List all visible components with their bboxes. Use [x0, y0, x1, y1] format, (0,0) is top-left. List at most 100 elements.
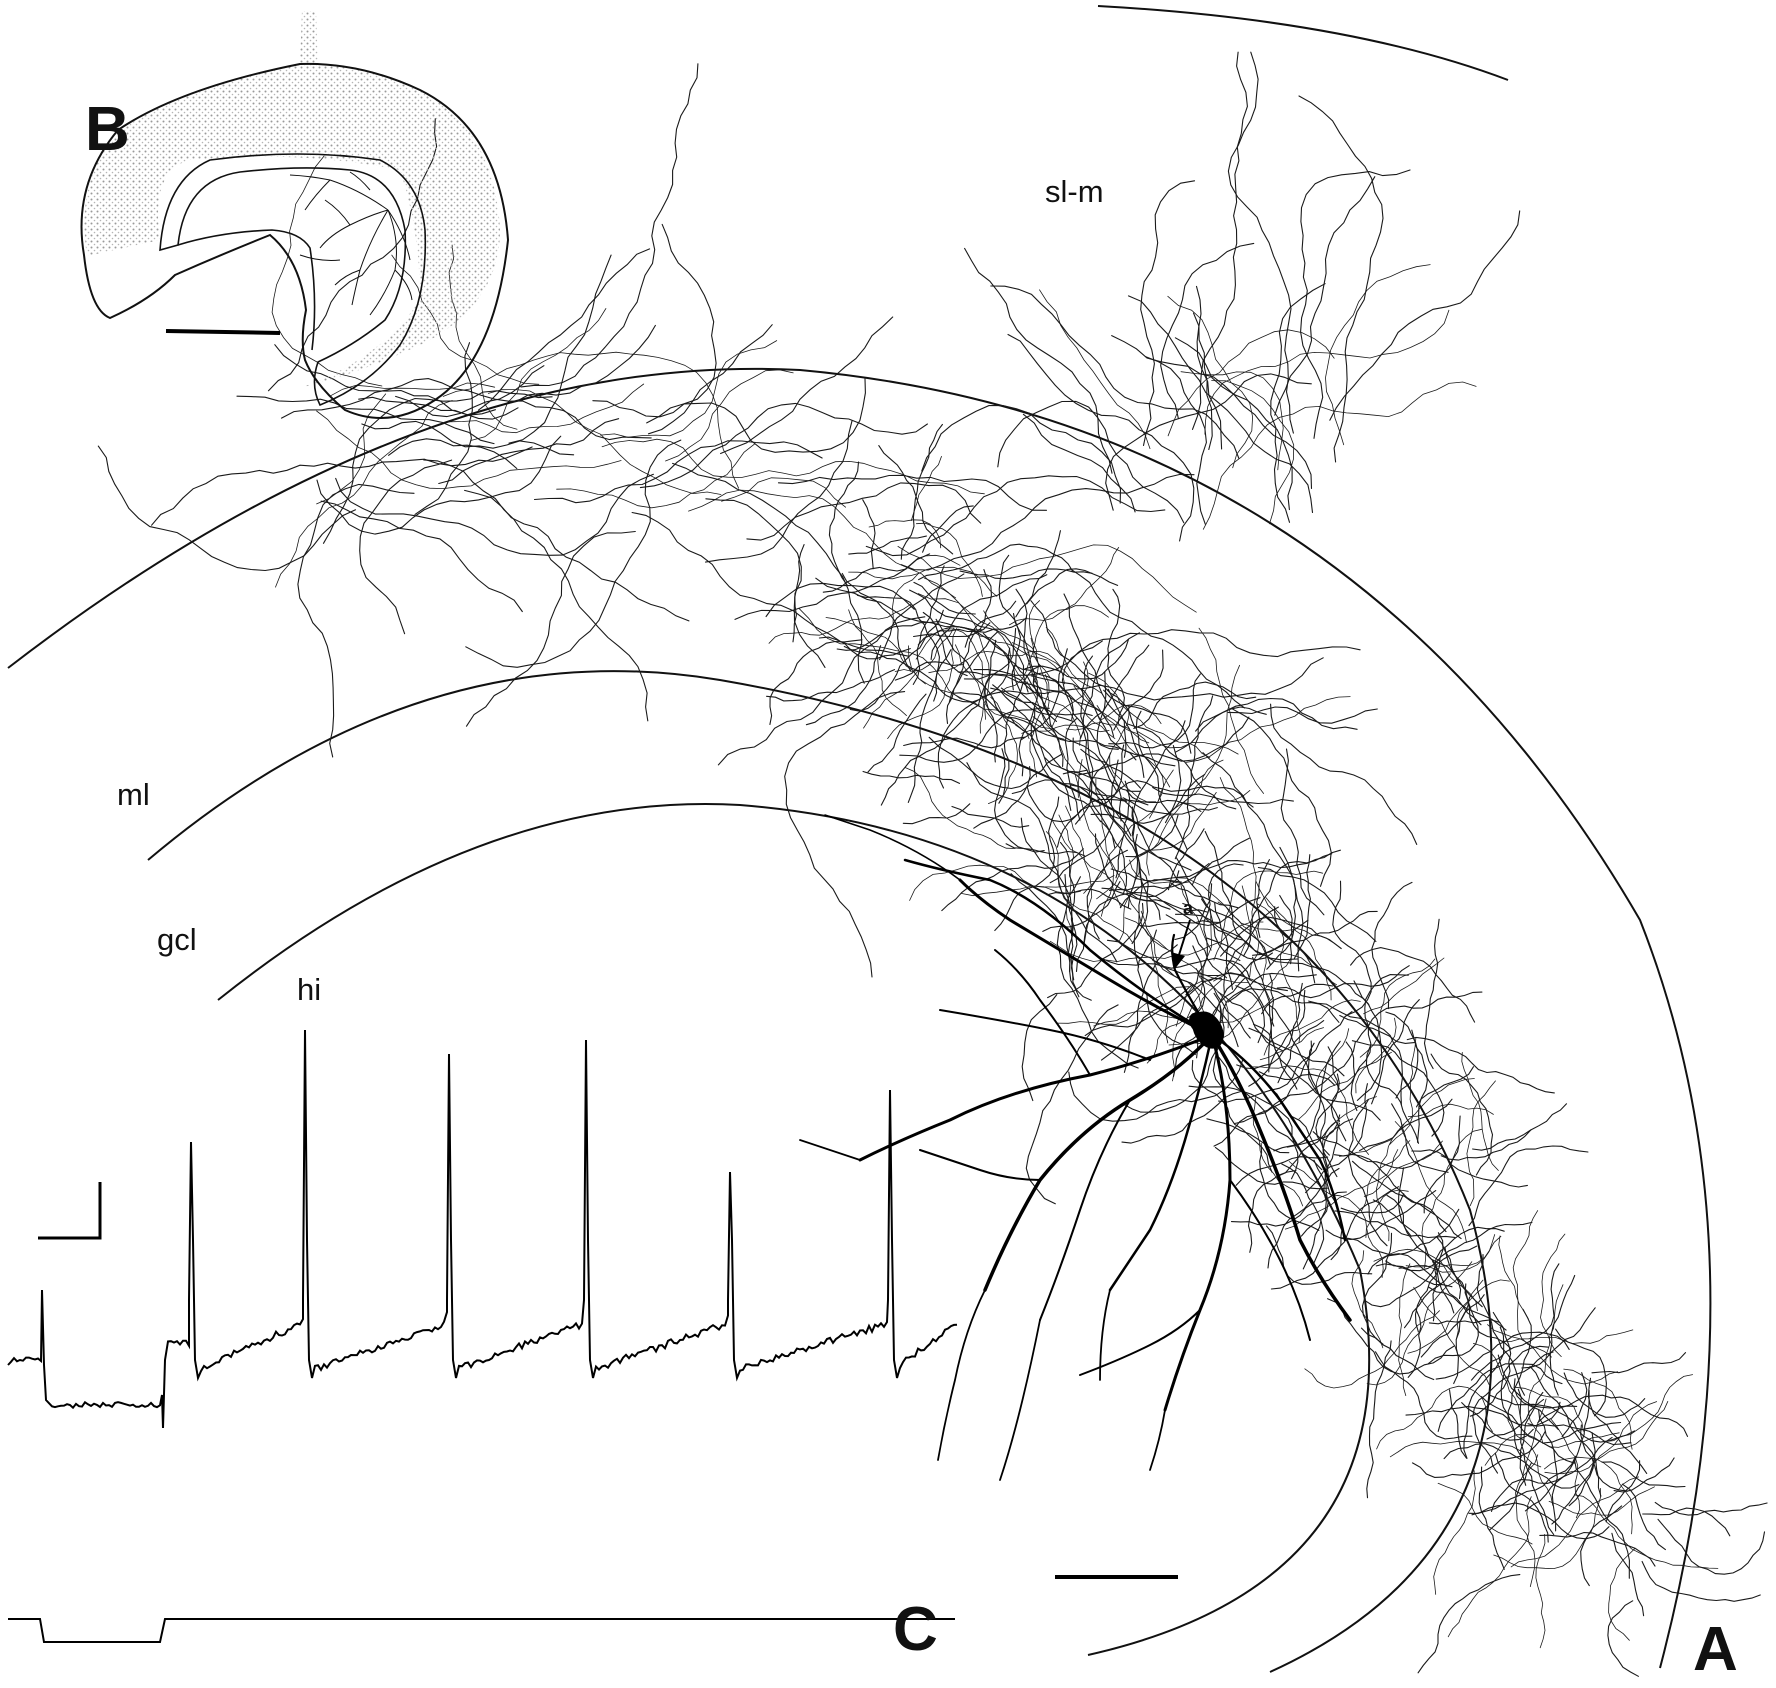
- axon-fiber: [438, 418, 620, 485]
- axon-fiber: [1312, 1131, 1443, 1169]
- axon-fiber: [746, 482, 982, 541]
- axon-fiber: [768, 603, 912, 644]
- axon-fiber: [900, 473, 1195, 571]
- axon-fiber: [1227, 51, 1294, 434]
- axon-fiber: [1256, 859, 1270, 938]
- axon-fiber: [1539, 1531, 1656, 1567]
- axon-fiber: [928, 736, 1118, 963]
- axon-fiber: [1195, 697, 1358, 732]
- axon-fiber: [880, 704, 980, 806]
- axon-fiber: [862, 770, 961, 784]
- axon-fiber: [1493, 1488, 1601, 1570]
- axon-fiber: [1574, 1494, 1719, 1569]
- axon-fiber: [928, 650, 1065, 685]
- axon-fiber: [1000, 687, 1093, 717]
- axon-fiber: [1355, 1017, 1397, 1094]
- axon-fiber: [910, 456, 942, 521]
- axon-fiber: [1082, 632, 1140, 837]
- axon-fiber: [1009, 547, 1120, 626]
- axon-fiber: [1351, 1250, 1384, 1349]
- axon-fiber: [151, 446, 533, 526]
- axon-fiber: [1029, 600, 1050, 711]
- axon-fiber: [899, 707, 1050, 763]
- axon-fiber: [1478, 1466, 1505, 1570]
- axon-fiber: [913, 581, 976, 615]
- axon-fiber: [1213, 1040, 1313, 1147]
- axon-fiber: [1107, 588, 1125, 725]
- axon-fiber: [1063, 593, 1145, 778]
- axon-fiber: [868, 519, 942, 549]
- panel-label-c: C: [893, 1595, 938, 1664]
- axon-fiber: [1535, 1534, 1546, 1649]
- axon-fiber: [1211, 380, 1295, 525]
- axon-fiber: [1165, 914, 1228, 979]
- axon-fiber: [856, 594, 940, 702]
- axon-fiber: [1235, 985, 1266, 1044]
- axon-fiber: [1191, 849, 1341, 886]
- axon-fiber: [964, 247, 1113, 474]
- axon-fiber: [1131, 806, 1149, 945]
- axon-fiber: [963, 657, 1324, 701]
- axon-fiber: [1072, 737, 1191, 911]
- axon-fiber: [1103, 689, 1192, 754]
- axon-fiber: [1247, 1170, 1297, 1253]
- axon-fiber: [1551, 1456, 1595, 1525]
- axon-fiber: [646, 378, 866, 453]
- axon-fiber: [1180, 885, 1212, 951]
- axon-fiber: [1170, 882, 1239, 909]
- axon-fiber: [1135, 710, 1188, 851]
- axon-fiber: [1061, 640, 1103, 825]
- axon-fiber: [1007, 333, 1195, 542]
- axon-fiber: [1333, 1153, 1447, 1233]
- axon-fiber: [1263, 999, 1361, 1056]
- axon-fiber: [1285, 1149, 1399, 1230]
- axon-fiber: [1359, 958, 1436, 1058]
- axon-fiber: [894, 627, 955, 672]
- axon-fiber: [879, 573, 965, 661]
- axon-fiber: [1470, 1263, 1560, 1381]
- axon-fiber: [921, 404, 1122, 504]
- axon-fiber: [998, 605, 1109, 694]
- axon-fiber: [1236, 982, 1303, 1070]
- axon-fiber: [1021, 724, 1110, 734]
- axon-fiber: [1214, 902, 1234, 990]
- axon-fiber: [1140, 910, 1210, 1020]
- axon-fiber: [916, 522, 983, 597]
- axon-fiber: [1026, 681, 1081, 746]
- axon-fiber: [1453, 1296, 1471, 1385]
- axon-fiber: [721, 477, 846, 508]
- hippocampus-stipple: [84, 11, 500, 388]
- axon-fiber: [1080, 655, 1119, 750]
- axon-fiber: [959, 568, 1093, 580]
- axon-fiber: [998, 554, 1021, 691]
- axon-fiber: [1568, 1432, 1596, 1507]
- panel-label-b: B: [85, 95, 130, 164]
- axon-fiber: [1403, 1273, 1451, 1329]
- axon-fiber: [1077, 716, 1250, 776]
- axon-fiber: [1056, 876, 1139, 1069]
- axon-fiber: [520, 63, 699, 388]
- axon-fiber: [1437, 1363, 1563, 1432]
- axon-fiber: [1605, 1460, 1641, 1523]
- axon-fiber: [1265, 1225, 1373, 1285]
- axon-fiber: [1544, 1401, 1669, 1475]
- axon-fiber: [1062, 771, 1141, 792]
- axon-fiber: [1366, 1261, 1473, 1386]
- axon-fiber: [1544, 1456, 1633, 1535]
- axon-fiber: [600, 340, 778, 438]
- axon-fiber: [897, 544, 1197, 613]
- axon-fiber: [973, 629, 1361, 676]
- axon-fiber: [1013, 664, 1074, 721]
- axon-fiber: [1056, 744, 1125, 848]
- axon-fiber: [955, 644, 1030, 739]
- axon-fiber: [316, 435, 562, 535]
- axon-fiber: [1191, 1059, 1273, 1173]
- axon-fiber: [533, 440, 823, 504]
- axon-fiber: [1167, 828, 1205, 891]
- axon-fiber: [1415, 1066, 1475, 1108]
- axon-fiber: [1411, 1431, 1546, 1478]
- axon-fiber: [1127, 720, 1186, 909]
- axon-fiber: [1188, 1085, 1299, 1180]
- axon-fiber: [1373, 1248, 1478, 1311]
